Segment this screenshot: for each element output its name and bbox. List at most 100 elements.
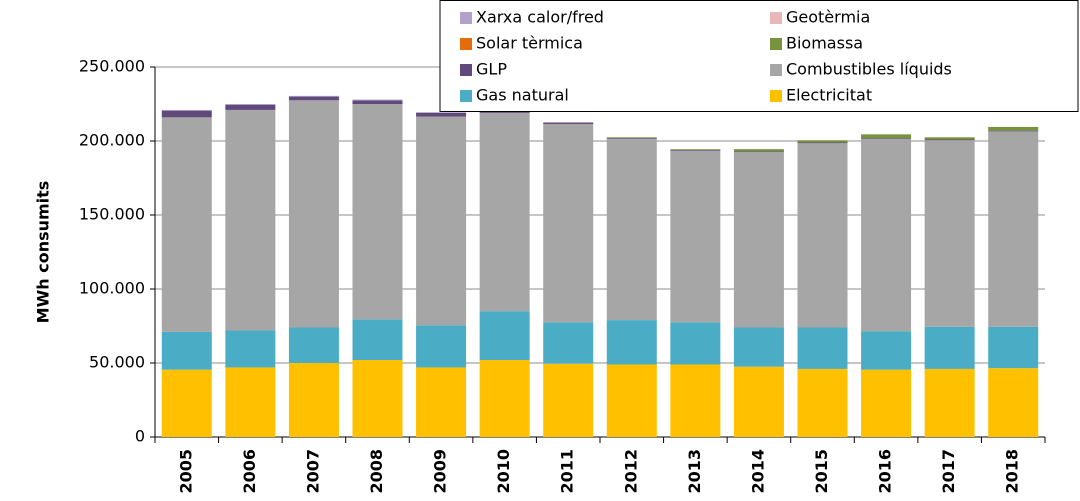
legend-label: Combustibles líquids [786,60,952,79]
bar-segment [797,142,848,144]
bar-segment [861,369,912,437]
bar-segment [733,366,784,437]
x-tick-label: 2009 [431,449,450,494]
bar-segment [670,149,721,151]
bar-segment [161,109,212,111]
bar-segment [479,360,530,437]
bar-segment [988,368,1039,437]
y-tick-label: 250.000 [79,57,145,76]
x-tick-label: 2011 [558,449,577,494]
x-tick-label: 2007 [303,449,322,494]
y-axis-label: MWh consumits [34,181,53,324]
bar-segment [416,112,467,113]
bar-segment [161,369,212,437]
legend-label: Geotèrmia [786,8,870,27]
bar-segment [988,326,1039,369]
bar-segment [416,367,467,437]
bar-segment [161,117,212,332]
bar-segment [161,110,212,118]
bar-segment [670,149,721,150]
y-tick-label: 100.000 [79,279,145,298]
legend-swatch [770,38,782,50]
bar-segment [479,112,530,312]
bar-segment [416,112,467,117]
bar-segment [225,330,276,368]
x-tick-label: 2016 [876,449,895,494]
legend-swatch [460,38,472,50]
bar-segment [924,368,975,437]
y-tick-label: 0 [135,427,145,446]
bar-segment [797,140,848,143]
bar-segment [288,96,339,101]
x-tick-label: 2013 [685,449,704,494]
x-tick-label: 2010 [494,449,513,494]
bar-segment [543,322,594,364]
legend-label: Biomassa [786,34,863,53]
bar-segment [543,122,594,124]
bar-segment [606,364,657,437]
bar-segment [288,100,339,328]
bar-segment [606,138,657,139]
bar-segment [288,327,339,363]
legend-swatch [770,90,782,102]
bar-segment [416,116,467,326]
x-tick-label: 2015 [812,449,831,494]
x-tick-label: 2014 [748,449,767,494]
bar-segment [861,138,912,139]
bar-segment [352,99,403,101]
bar-segment [797,143,848,328]
legend-swatch [460,90,472,102]
bar-segment [924,140,975,327]
y-tick-label: 150.000 [79,205,145,224]
bar-segment [479,311,530,361]
y-tick-label: 200.000 [79,131,145,150]
bar-segment [733,151,784,153]
bar-segment [606,137,657,139]
bar-segment [924,326,975,369]
bar-segment [225,109,276,331]
bar-segment [861,331,912,370]
bar-segment [861,138,912,332]
legend-box [439,0,1079,112]
legend-label: Xarxa calor/fred [476,8,604,27]
legend-swatch [770,12,782,24]
bar-segment [352,319,403,361]
bar-segment [288,363,339,437]
x-tick-label: 2012 [621,449,640,494]
bar-segment [797,327,848,369]
bar-segment [733,152,784,328]
y-tick-label: 50.000 [89,353,145,372]
bar-segment [352,360,403,437]
bar-segment [861,134,912,139]
legend-swatch [770,64,782,76]
legend-label: Gas natural [476,86,569,105]
bar-segment [670,150,721,323]
x-tick-label: 2018 [1003,449,1022,494]
bar-segment [797,368,848,437]
bar-segment [988,130,1039,132]
bar-segment [988,126,1039,131]
bar-segment [606,320,657,365]
bar-segment [288,95,339,97]
bar-segment [352,100,403,104]
x-tick-label: 2006 [240,449,259,494]
bar-segment [733,327,784,367]
bar-segment [733,149,784,152]
legend-label: Solar tèrmica [476,34,583,53]
legend-label: GLP [476,60,507,79]
legend-swatch [460,12,472,24]
bar-segment [606,138,657,321]
bar-segment [670,364,721,437]
bar-segment [924,139,975,141]
x-tick-label: 2005 [176,449,195,494]
x-tick-label: 2017 [939,449,958,494]
bar-segment [988,131,1039,327]
bar-segment [416,325,467,368]
bar-segment [543,363,594,437]
legend-swatch [460,64,472,76]
bar-segment [225,367,276,437]
bar-segment [670,322,721,365]
bar-segment [225,104,276,110]
bar-segment [352,104,403,320]
